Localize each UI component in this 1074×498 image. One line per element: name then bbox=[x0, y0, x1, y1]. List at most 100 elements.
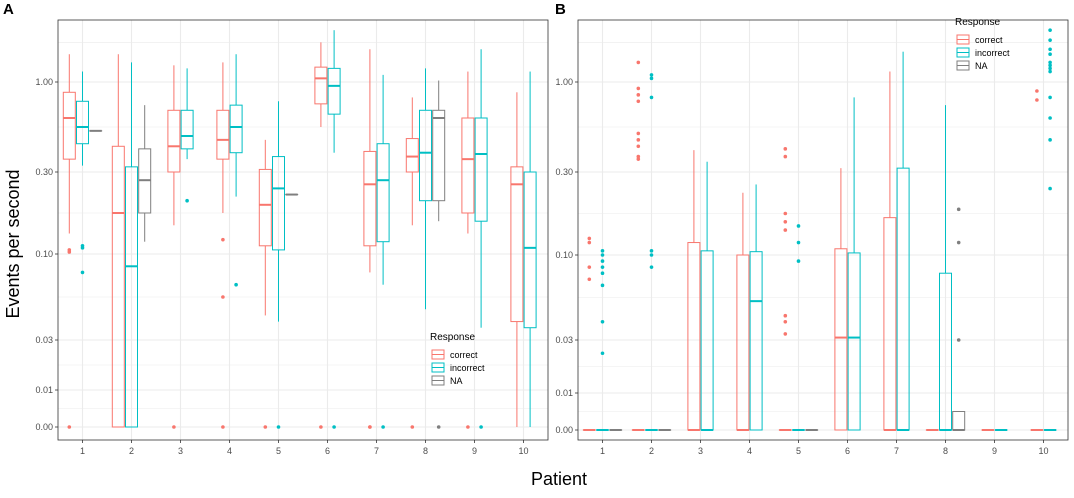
x-tick-label: 2 bbox=[129, 446, 134, 456]
outlier-point bbox=[1048, 96, 1052, 100]
outlier-point bbox=[957, 338, 961, 342]
box-rect bbox=[420, 110, 432, 200]
outlier-point bbox=[784, 332, 788, 336]
box-rect bbox=[230, 105, 242, 153]
x-tick-label: 1 bbox=[600, 446, 605, 456]
y-tick-label: 0.01 bbox=[35, 385, 53, 395]
x-tick-label: 7 bbox=[374, 446, 379, 456]
outlier-point bbox=[1035, 89, 1039, 93]
y-tick-label: 1.00 bbox=[35, 77, 53, 87]
x-tick-label: 6 bbox=[845, 446, 850, 456]
box-rect bbox=[406, 139, 418, 172]
x-tick-label: 3 bbox=[178, 446, 183, 456]
box-rect bbox=[524, 172, 536, 328]
outlier-point bbox=[797, 224, 801, 228]
outlier-point bbox=[784, 220, 788, 224]
legend-label: incorrect bbox=[975, 48, 1010, 58]
x-tick-label: 10 bbox=[1038, 446, 1048, 456]
outlier-point bbox=[637, 87, 641, 91]
box-rect bbox=[835, 249, 847, 430]
x-tick-label: 7 bbox=[894, 446, 899, 456]
outlier-point bbox=[637, 61, 641, 65]
x-tick-label: 9 bbox=[992, 446, 997, 456]
outlier-point bbox=[264, 425, 268, 429]
legend-label: NA bbox=[450, 376, 463, 386]
x-tick-label: 8 bbox=[943, 446, 948, 456]
outlier-point bbox=[81, 246, 85, 250]
outlier-point bbox=[784, 155, 788, 159]
outlier-point bbox=[650, 265, 654, 269]
outlier-point bbox=[411, 425, 415, 429]
outlier-point bbox=[185, 199, 189, 203]
outlier-point bbox=[221, 238, 225, 242]
outlier-point bbox=[68, 425, 72, 429]
box-rect bbox=[688, 243, 700, 430]
x-tick-label: 2 bbox=[649, 446, 654, 456]
y-axis-label: Events per second bbox=[3, 169, 23, 318]
y-tick-label: 0.03 bbox=[555, 335, 573, 345]
outlier-point bbox=[1048, 67, 1052, 71]
outlier-point bbox=[81, 271, 85, 275]
outlier-point bbox=[1035, 98, 1039, 102]
outlier-point bbox=[1048, 38, 1052, 42]
x-tick-label: 5 bbox=[796, 446, 801, 456]
y-tick-label: 1.00 bbox=[555, 77, 573, 87]
outlier-point bbox=[784, 314, 788, 318]
outlier-point bbox=[588, 277, 592, 281]
box-rect bbox=[377, 144, 389, 242]
outlier-point bbox=[466, 425, 470, 429]
x-tick-label: 8 bbox=[423, 446, 428, 456]
outlier-point bbox=[332, 425, 336, 429]
outlier-point bbox=[650, 73, 654, 77]
outlier-point bbox=[650, 77, 654, 81]
legend-title: Response bbox=[955, 17, 1000, 28]
panel-b-label: B bbox=[555, 1, 566, 18]
outlier-point bbox=[381, 425, 385, 429]
legend-label: NA bbox=[975, 61, 988, 71]
outlier-point bbox=[637, 132, 641, 136]
outlier-point bbox=[601, 351, 605, 355]
box-rect bbox=[315, 67, 327, 104]
box-rect bbox=[940, 273, 952, 430]
y-tick-label: 0.30 bbox=[555, 167, 573, 177]
box-rect bbox=[273, 157, 285, 250]
outlier-point bbox=[368, 425, 372, 429]
outlier-point bbox=[797, 241, 801, 245]
outlier-point bbox=[637, 157, 641, 161]
x-axis-label: Patient bbox=[531, 469, 587, 489]
legend-title: Response bbox=[430, 332, 475, 343]
legend-label: correct bbox=[450, 350, 478, 360]
outlier-point bbox=[234, 283, 238, 287]
outlier-point bbox=[637, 99, 641, 103]
x-tick-label: 4 bbox=[747, 446, 752, 456]
y-tick-label: 0.00 bbox=[35, 422, 53, 432]
outlier-point bbox=[601, 259, 605, 263]
box-rect bbox=[884, 218, 896, 430]
outlier-point bbox=[1048, 28, 1052, 32]
y-tick-label: 0.03 bbox=[35, 335, 53, 345]
outlier-point bbox=[601, 284, 605, 288]
box-rect bbox=[112, 146, 124, 427]
box-rect bbox=[63, 92, 75, 159]
outlier-point bbox=[784, 320, 788, 324]
outlier-point bbox=[588, 265, 592, 269]
y-tick-label: 0.30 bbox=[35, 167, 53, 177]
box-rect bbox=[181, 110, 193, 149]
outlier-point bbox=[650, 96, 654, 100]
outlier-point bbox=[637, 144, 641, 148]
x-tick-label: 9 bbox=[472, 446, 477, 456]
outlier-point bbox=[601, 271, 605, 275]
outlier-point bbox=[957, 241, 961, 245]
y-tick-label: 0.10 bbox=[555, 250, 573, 260]
outlier-point bbox=[479, 425, 483, 429]
box-rect bbox=[953, 412, 965, 431]
outlier-point bbox=[68, 248, 72, 252]
outlier-point bbox=[1048, 116, 1052, 120]
y-tick-label: 0.00 bbox=[555, 425, 573, 435]
panel-a-label: A bbox=[3, 1, 14, 18]
box-rect bbox=[737, 255, 749, 430]
outlier-point bbox=[601, 320, 605, 324]
